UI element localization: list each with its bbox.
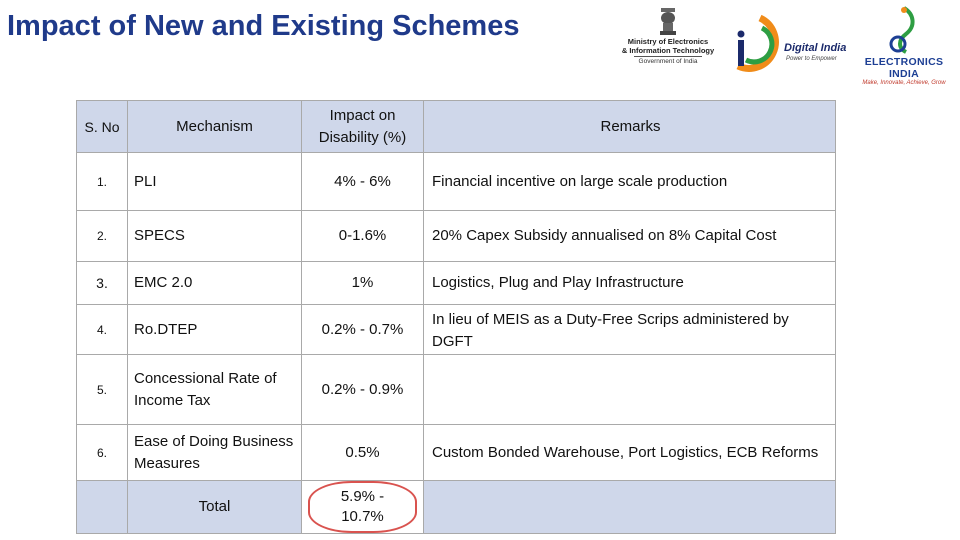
electronics-india-name: ELECTRONICS INDIA [864, 56, 944, 80]
electronics-india-logo: ELECTRONICS INDIA Make, Innovate, Achiev… [852, 4, 956, 86]
row-sno: 5. [76, 354, 128, 425]
table-row: 1. PLI 4% - 6% Financial incentive on la… [76, 152, 836, 211]
electronics-india-tagline: Make, Innovate, Achieve, Grow [862, 80, 946, 86]
row-impact: 4% - 6% [301, 152, 424, 211]
digital-india-tagline: Power to Empower [786, 56, 837, 62]
digital-india-logo: Digital India Power to Empower [730, 14, 848, 82]
header-mechanism: Mechanism [127, 100, 302, 153]
row-impact: 0.2% - 0.7% [301, 304, 424, 355]
header-remarks: Remarks [423, 100, 836, 153]
row-mechanism: SPECS [127, 210, 302, 262]
row-sno: 3. [76, 261, 128, 305]
electronics-india-emblem-icon [889, 6, 915, 54]
schemes-table: S. No Mechanism Impact on Disability (%)… [76, 100, 836, 534]
row-sno: 4. [76, 304, 128, 355]
row-remarks: Financial incentive on large scale produ… [423, 152, 836, 211]
meity-line-3: Government of India [634, 56, 702, 66]
table-header-row: S. No Mechanism Impact on Disability (%)… [76, 100, 836, 153]
total-value: 5.9% - 10.7% [308, 481, 417, 533]
table-row: 2. SPECS 0-1.6% 20% Capex Subsidy annual… [76, 210, 836, 262]
header-impact: Impact on Disability (%) [301, 100, 424, 153]
row-mechanism: PLI [127, 152, 302, 211]
row-mechanism: EMC 2.0 [127, 261, 302, 305]
header-sno: S. No [76, 100, 128, 153]
row-remarks: In lieu of MEIS as a Duty-Free Scrips ad… [423, 304, 836, 355]
meity-line-2: & Information Technology [621, 45, 715, 55]
row-impact: 1% [301, 261, 424, 305]
row-impact: 0-1.6% [301, 210, 424, 262]
table-row: 3. EMC 2.0 1% Logistics, Plug and Play I… [76, 261, 836, 305]
row-sno: 1. [76, 152, 128, 211]
row-impact: 0.2% - 0.9% [301, 354, 424, 425]
row-remarks: 20% Capex Subsidy annualised on 8% Capit… [423, 210, 836, 262]
header-impact-line1: Impact on [329, 106, 396, 124]
national-emblem-icon [660, 8, 676, 35]
table-total-row: Total 5.9% - 10.7% [76, 480, 836, 534]
digital-india-name: Digital India [784, 42, 847, 54]
row-sno: 6. [76, 424, 128, 481]
header-impact-line2: Disability (%) [318, 128, 407, 146]
table-row: 4. Ro.DTEP 0.2% - 0.7% In lieu of MEIS a… [76, 304, 836, 355]
row-remarks [423, 354, 836, 425]
row-impact: 0.5% [301, 424, 424, 481]
row-mechanism: Ro.DTEP [127, 304, 302, 355]
total-label: Total [127, 480, 302, 534]
row-remarks: Logistics, Plug and Play Infrastructure [423, 261, 836, 305]
meity-logo: Ministry of Electronics & Information Te… [612, 6, 724, 84]
row-sno: 2. [76, 210, 128, 262]
row-mechanism: Concessional Rate of Income Tax [127, 354, 302, 425]
page-title: Impact of New and Existing Schemes [7, 10, 520, 42]
table-row: 5. Concessional Rate of Income Tax 0.2% … [76, 354, 836, 425]
total-impact-cell: 5.9% - 10.7% [301, 480, 424, 534]
row-remarks: Custom Bonded Warehouse, Port Logistics,… [423, 424, 836, 481]
table-row: 6. Ease of Doing Business Measures 0.5% … [76, 424, 836, 481]
total-sno-cell [76, 480, 128, 534]
row-mechanism: Ease of Doing Business Measures [127, 424, 302, 481]
total-remarks-cell [423, 480, 836, 534]
digital-india-swoosh-icon [736, 14, 779, 72]
meity-line-1: Ministry of Electronics [627, 37, 709, 46]
